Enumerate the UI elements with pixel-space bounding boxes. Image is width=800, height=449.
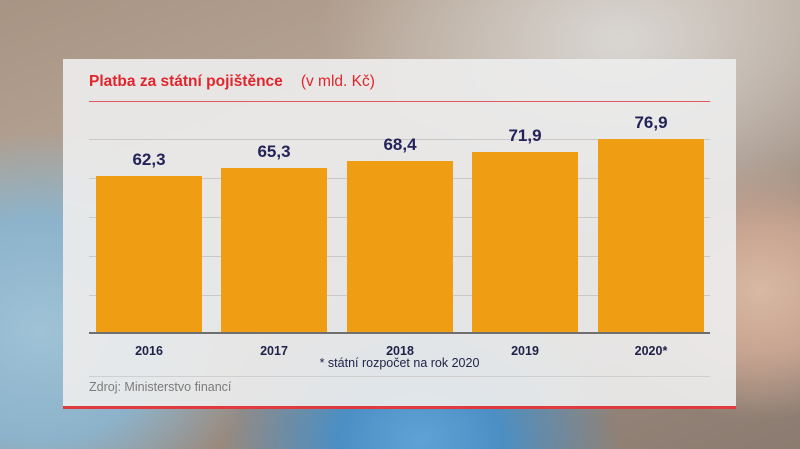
- chart-title-text: Platba za státní pojištěnce: [89, 73, 283, 90]
- value-label-2019: 71,9: [508, 126, 542, 145]
- value-label-2017: 65,3: [257, 142, 291, 161]
- value-label-2020: 76,9: [634, 113, 668, 132]
- x-label-2017: 2017: [260, 344, 288, 358]
- bar-2016: [96, 176, 202, 332]
- plot-area: 62,3 65,3 68,4 71,9 76,9: [89, 113, 710, 334]
- bar-2018: [347, 161, 453, 332]
- x-label-2016: 2016: [135, 344, 163, 358]
- value-label-2018: 68,4: [383, 135, 417, 154]
- x-label-2020: 2020*: [634, 344, 668, 358]
- bar-2019: [472, 152, 578, 332]
- x-label-2019: 2019: [511, 344, 539, 358]
- chart-card: Platba za státní pojištěnce (v mld. Kč) 6…: [63, 59, 736, 409]
- chart-title: Platba za státní pojištěnce (v mld. Kč): [89, 73, 375, 91]
- value-label-2016: 62,3: [132, 150, 166, 169]
- chart-unit: (v mld. Kč): [300, 73, 375, 90]
- source-divider: [89, 376, 710, 377]
- x-axis-baseline: [89, 332, 710, 334]
- gridline: [89, 139, 710, 140]
- x-label-2018: 2018: [386, 344, 414, 358]
- footnote: * státní rozpočet na rok 2020: [319, 356, 480, 370]
- bar-2020: [598, 139, 704, 332]
- title-divider: [89, 101, 710, 102]
- source-text: Zdroj: Ministerstvo financí: [89, 380, 232, 394]
- bar-2017: [221, 168, 327, 332]
